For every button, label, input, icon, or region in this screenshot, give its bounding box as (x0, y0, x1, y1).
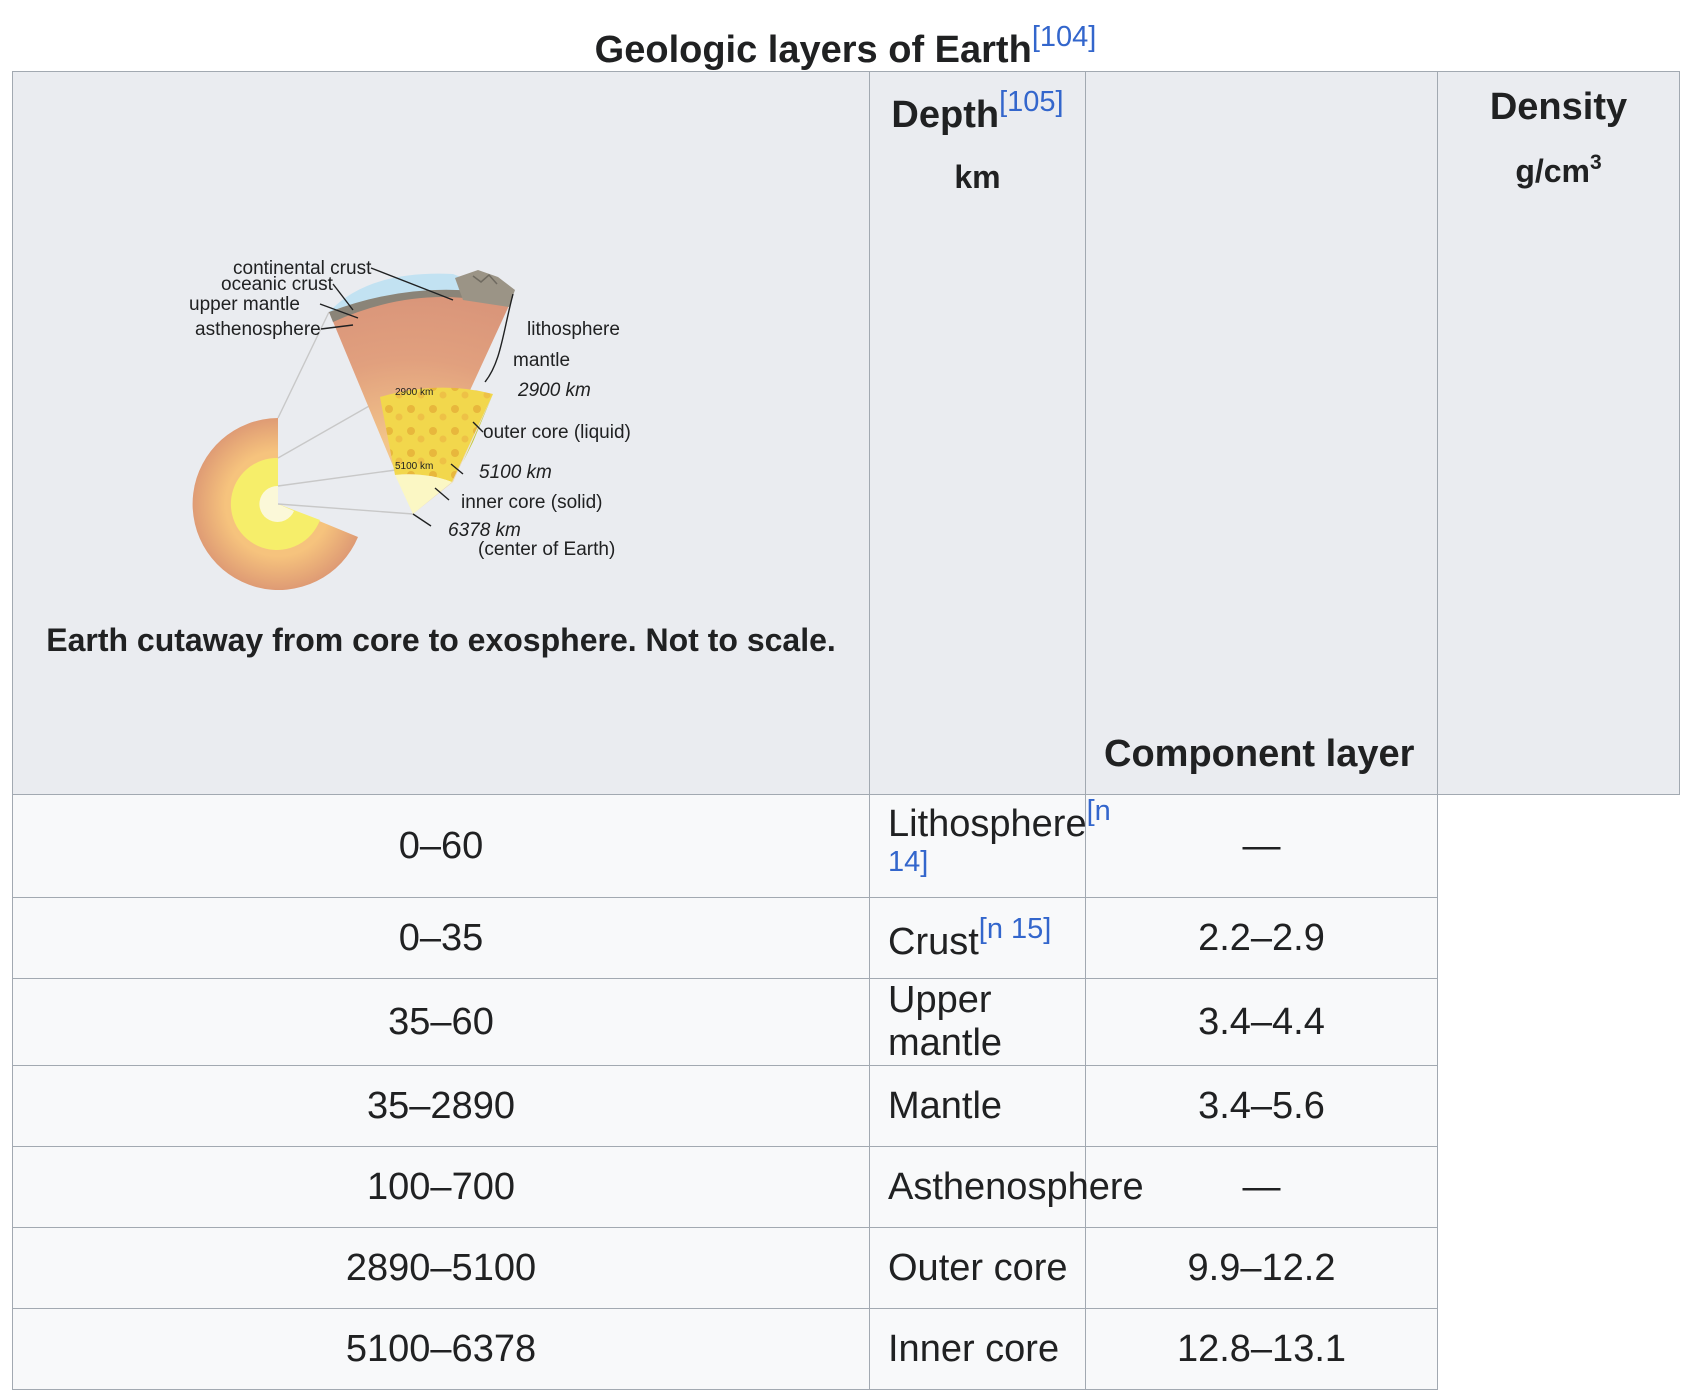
label-small-5100: 5100 km (395, 461, 433, 472)
image-caption: Earth cutaway from core to exosphere. No… (46, 622, 836, 658)
cell-component: Crust[n 15] (869, 897, 1086, 979)
table-row: 100–700 Asthenosphere — (12, 1146, 1680, 1228)
header-depth: Depth[105] km (869, 71, 1086, 795)
label-6378-km: 6378 km (448, 520, 521, 541)
landmass (455, 270, 515, 307)
header-density-unit: g/cm3 (1438, 151, 1679, 190)
cell-depth: 100–700 (12, 1146, 870, 1228)
caption-title: Geologic layers of Earth (594, 29, 1032, 71)
cell-density: 9.9–12.2 (1085, 1227, 1438, 1309)
cell-depth: 35–60 (12, 978, 870, 1066)
cell-density: 3.4–4.4 (1085, 978, 1438, 1066)
layer-name: Lithosphere (888, 803, 1087, 845)
table-caption: Geologic layers of Earth[104] (0, 12, 1691, 75)
table-row: 5100–6378 Inner core 12.8–13.1 (12, 1308, 1680, 1390)
cell-density: — (1085, 794, 1438, 898)
label-small-2900: 2900 km (395, 387, 433, 398)
cell-density: 3.4–5.6 (1085, 1065, 1438, 1147)
cell-density: 2.2–2.9 (1085, 897, 1438, 979)
label-lithosphere: lithosphere (527, 319, 620, 340)
note-ref-link[interactable]: [n 15] (978, 912, 1052, 945)
header-depth-label: Depth (891, 94, 1000, 136)
image-cell: continental crust oceanic crust upper ma… (12, 71, 870, 795)
cell-depth: 35–2890 (12, 1065, 870, 1147)
cell-component: Inner core (869, 1308, 1086, 1390)
inner-core-wedge (395, 474, 452, 514)
label-asthenosphere: asthenosphere (195, 319, 321, 340)
cell-depth: 0–35 (12, 897, 870, 979)
cell-component: Asthenosphere (869, 1146, 1144, 1228)
caption-ref-link[interactable]: [104] (1031, 21, 1097, 53)
header-density-label: Density (1489, 86, 1628, 128)
density-unit-exponent: 3 (1590, 151, 1602, 174)
earth-cutaway-diagram: continental crust oceanic crust upper ma… (189, 258, 631, 590)
cell-depth: 0–60 (12, 794, 870, 898)
geologic-layers-table: continental crust oceanic crust upper ma… (12, 71, 1680, 1390)
table-row: 35–2890 Mantle 3.4–5.6 (12, 1065, 1680, 1147)
header-component-layer: Component layer (1085, 71, 1438, 795)
cell-component: Lithosphere[n 14] (869, 794, 1111, 898)
cell-component: Mantle (869, 1065, 1086, 1147)
cell-component: Outer core (869, 1227, 1086, 1309)
table-row: 0–35 Crust[n 15] 2.2–2.9 (12, 897, 1680, 979)
cell-depth: 2890–5100 (12, 1227, 870, 1309)
label-upper-mantle: upper mantle (189, 294, 300, 315)
label-continental-crust: continental crust (233, 258, 372, 279)
table-row: 2890–5100 Outer core 9.9–12.2 (12, 1227, 1680, 1309)
layer-name: Crust (888, 920, 979, 963)
header-depth-unit: km (954, 159, 1001, 195)
header-density: Density g/cm3 (1437, 71, 1680, 795)
cell-density: 12.8–13.1 (1085, 1308, 1438, 1390)
label-oceanic-crust: oceanic crust (221, 274, 334, 295)
cell-density: — (1085, 1146, 1438, 1228)
table-row: 0–60 Lithosphere[n 14] — (12, 794, 1680, 898)
label-inner-core: inner core (solid) (461, 492, 603, 513)
depth-ref-link[interactable]: [105] (999, 86, 1064, 118)
label-mantle: mantle (513, 350, 570, 371)
label-5100-km: 5100 km (479, 462, 552, 483)
label-outer-core: outer core (liquid) (483, 422, 631, 443)
cell-component: Upper mantle (869, 978, 1086, 1066)
density-unit-base: g/cm (1515, 153, 1590, 189)
label-2900-km: 2900 km (517, 380, 591, 401)
table-row: 35–60 Upper mantle 3.4–4.4 (12, 978, 1680, 1066)
label-center-of-earth: (center of Earth) (478, 539, 615, 560)
cell-depth: 5100–6378 (12, 1308, 870, 1390)
earth-ball (192, 418, 358, 590)
outer-core-wedge (380, 387, 493, 482)
